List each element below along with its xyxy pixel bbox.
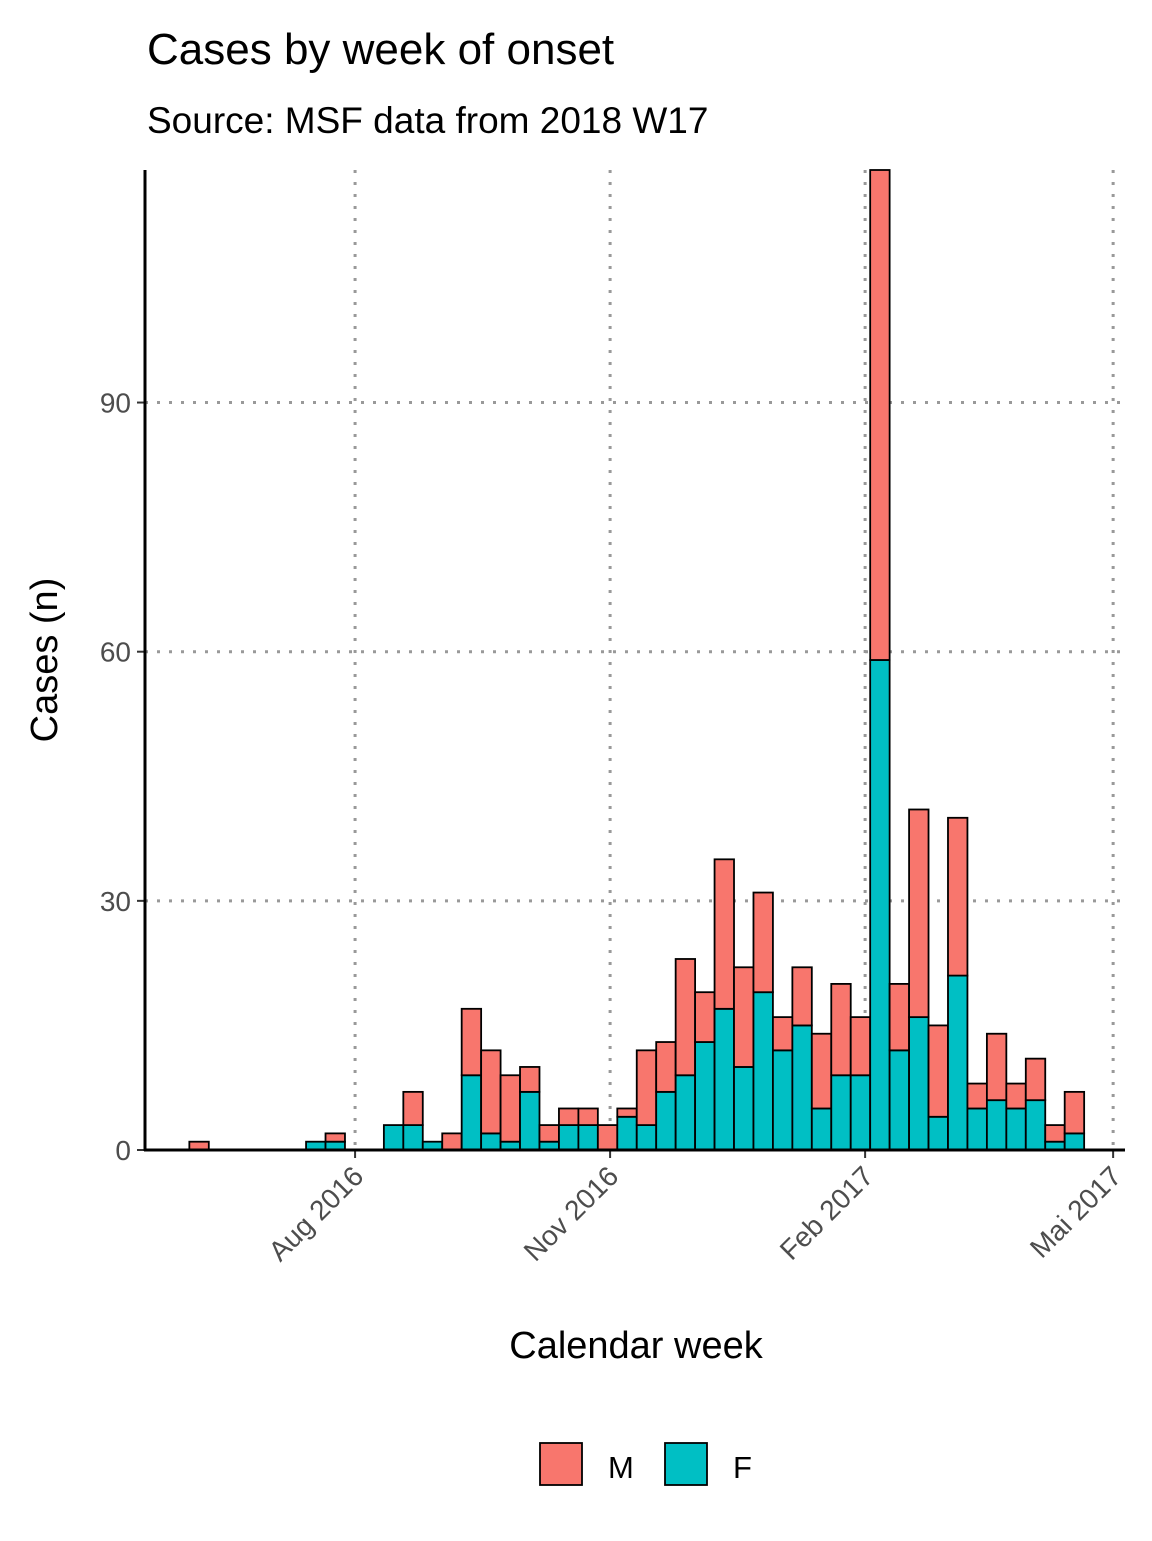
legend-label: F (733, 1450, 752, 1485)
x-axis-label: Calendar week (509, 1325, 763, 1367)
bar (908, 1016, 930, 1151)
y-tick-label: 60 (100, 637, 131, 668)
y-axis-label: Cases (n) (24, 578, 66, 743)
bar (519, 1066, 541, 1093)
x-tick-label: Nov 2016 (518, 1160, 625, 1267)
bar (733, 1066, 755, 1151)
bar (635, 1124, 658, 1151)
x-tick-label: Feb 2017 (774, 1160, 880, 1266)
bar (577, 1124, 599, 1151)
bar (1024, 1099, 1047, 1151)
y-tick-label: 0 (115, 1135, 131, 1166)
bar (927, 1024, 949, 1118)
bar (849, 1074, 872, 1151)
bar (985, 1032, 1008, 1102)
bar (324, 1132, 346, 1143)
bar (810, 1032, 833, 1110)
bar (558, 1124, 580, 1151)
bar (460, 1007, 483, 1077)
bar (519, 1090, 541, 1151)
bar (869, 169, 891, 661)
bar (1044, 1124, 1066, 1143)
bar (402, 1124, 424, 1151)
bar (772, 1049, 794, 1151)
bar (849, 1016, 872, 1077)
bar (558, 1107, 580, 1126)
bar (830, 982, 852, 1077)
bar (480, 1049, 502, 1135)
bar (1024, 1057, 1047, 1102)
bar (382, 1124, 405, 1151)
bar (655, 1090, 677, 1151)
bar (538, 1124, 560, 1143)
y-tick-label: 90 (100, 388, 131, 419)
bar (791, 966, 813, 1027)
bar (713, 1007, 735, 1151)
bar (791, 1024, 813, 1151)
bar (577, 1107, 599, 1126)
bar (966, 1082, 988, 1110)
bar (1063, 1132, 1086, 1151)
legend-label: M (608, 1450, 634, 1485)
bar (733, 966, 755, 1068)
bar (752, 991, 774, 1151)
chart-title: Cases by week of onset (147, 25, 614, 74)
legend-key (664, 1442, 708, 1486)
bar (947, 816, 969, 977)
bar (635, 1049, 658, 1126)
bar (1005, 1082, 1027, 1110)
bar (1005, 1107, 1027, 1151)
bar (402, 1090, 424, 1126)
bar (694, 1041, 716, 1151)
x-tick-label: Aug 2016 (263, 1160, 370, 1267)
chart-subtitle: Source: MSF data from 2018 W17 (147, 100, 708, 141)
bar (869, 659, 891, 1151)
bar (674, 1074, 697, 1151)
bar (596, 1124, 619, 1151)
bar (810, 1107, 833, 1151)
bar (830, 1074, 852, 1151)
bar (655, 1041, 677, 1093)
x-tick-label: Mai 2017 (1024, 1160, 1127, 1263)
legend-key (539, 1442, 583, 1486)
bar (888, 1049, 910, 1151)
bar (966, 1107, 988, 1151)
bar (460, 1074, 483, 1151)
bar (674, 958, 697, 1077)
bar (1063, 1090, 1086, 1135)
bar (713, 858, 735, 1010)
bar (441, 1132, 463, 1151)
bar (772, 1016, 794, 1052)
bar (927, 1115, 949, 1151)
bar (908, 808, 930, 1019)
bar (985, 1099, 1008, 1151)
bar (616, 1115, 638, 1151)
bar (947, 974, 969, 1151)
bar (752, 891, 774, 994)
bar (499, 1074, 521, 1143)
bar (480, 1132, 502, 1151)
bar (888, 982, 910, 1052)
y-tick-label: 30 (100, 886, 131, 917)
bar (694, 991, 716, 1043)
bar (616, 1107, 638, 1118)
